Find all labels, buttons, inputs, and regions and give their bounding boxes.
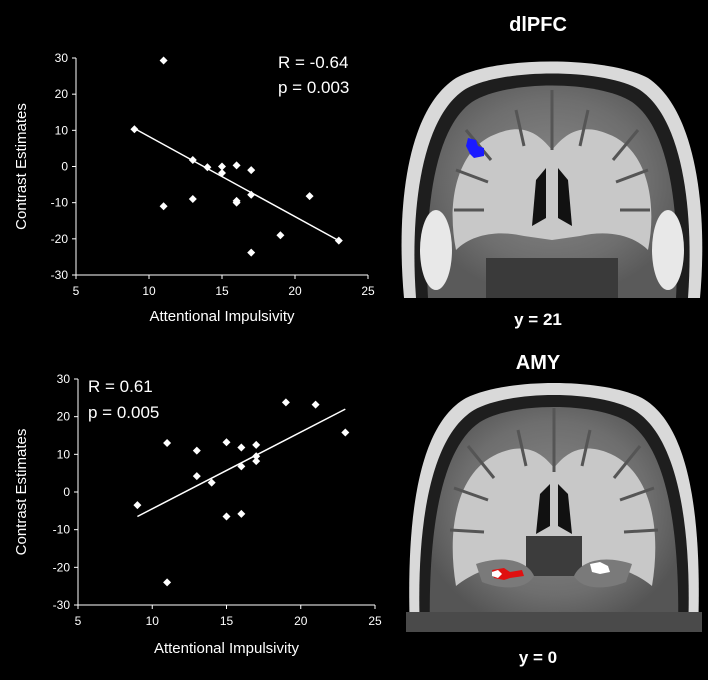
data-point — [188, 155, 197, 164]
scatter-plot-2: -30 -20 -10 0 10 20 30 5 10 15 20 25 Attentional Imp… — [13, 372, 382, 657]
x-tick-label: 20 — [294, 614, 308, 628]
x-tick-label: 25 — [368, 614, 382, 628]
stat-p: p = 0.005 — [88, 403, 159, 422]
data-point — [163, 439, 172, 448]
x-tick-label: 10 — [146, 614, 160, 628]
stat-r: R = 0.61 — [88, 377, 153, 396]
y-tick-label: 20 — [57, 410, 71, 424]
data-point — [232, 198, 241, 207]
scatter-plot-1: -30 -20 -10 0 10 20 30 5 10 15 20 25 Attentional Imp… — [13, 51, 375, 325]
data-point — [222, 512, 231, 521]
y-tick-label: 30 — [55, 51, 69, 65]
data-point — [203, 163, 212, 172]
x-tick-label: 15 — [215, 284, 229, 298]
data-point — [237, 443, 246, 452]
y-tick-label: -30 — [53, 598, 71, 612]
y-tick-label: -10 — [53, 523, 71, 537]
x-tick-label: 5 — [75, 614, 82, 628]
data-point — [305, 192, 314, 201]
regression-line — [134, 127, 340, 242]
y-tick-label: -20 — [53, 560, 71, 574]
y-tick-label: 10 — [57, 447, 71, 461]
data-point — [159, 202, 168, 211]
data-point — [218, 169, 226, 178]
data-point — [281, 398, 290, 407]
x-axis-label: Attentional Impulsivity — [149, 308, 295, 325]
data-point — [247, 166, 256, 175]
brain-coord-dlpfc: y = 21 — [514, 310, 562, 329]
data-point — [133, 501, 142, 510]
y-tick-label: 30 — [57, 372, 71, 386]
data-point — [192, 446, 201, 455]
y-tick-label: 0 — [63, 485, 70, 499]
data-point — [188, 195, 197, 204]
activation-cluster-amy-left-white — [492, 570, 502, 578]
brain-title-amy: AMY — [515, 352, 561, 374]
data-point — [237, 509, 246, 518]
brain-coord-amy: y = 0 — [518, 648, 558, 667]
x-axis-label: Attentional Impulsivity — [154, 640, 300, 657]
data-point — [311, 400, 320, 409]
activation-cluster-amy-left — [492, 568, 524, 580]
y-tick-label: -10 — [51, 196, 69, 210]
activation-cluster-dlpfc — [466, 138, 484, 158]
y-axis-label: Contrast Estimates — [13, 429, 30, 556]
x-tick-label: 10 — [142, 284, 156, 298]
y-tick-label: -20 — [51, 232, 69, 246]
data-point — [247, 248, 256, 257]
y-axis-label: Contrast Estimates — [13, 103, 30, 230]
data-point — [207, 478, 216, 487]
data-point — [159, 56, 168, 65]
data-point — [334, 236, 343, 245]
data-point — [218, 162, 226, 171]
y-tick-label: 10 — [55, 123, 69, 137]
brain-image-coronal-dlpfc — [396, 50, 708, 298]
stat-r: R = -0.64 — [278, 53, 348, 72]
brain-image-coronal-amy — [406, 376, 702, 632]
activation-cluster-amy-right — [590, 562, 610, 574]
data-point — [247, 190, 256, 199]
brain-title-dlpfc: dlPFC — [509, 14, 567, 36]
data-point — [130, 125, 139, 134]
stat-p: p = 0.003 — [278, 78, 349, 97]
data-point — [252, 457, 261, 466]
data-point — [252, 452, 261, 461]
x-tick-label: 15 — [220, 614, 234, 628]
x-tick-label: 25 — [361, 284, 375, 298]
y-tick-label: -30 — [51, 268, 69, 282]
data-point — [163, 578, 172, 587]
data-point — [192, 472, 201, 481]
x-tick-label: 20 — [288, 284, 302, 298]
y-tick-label: 0 — [61, 160, 68, 174]
y-tick-label: 20 — [55, 87, 69, 101]
data-point — [341, 428, 350, 437]
data-point — [232, 161, 241, 170]
x-tick-label: 5 — [73, 284, 80, 298]
data-point — [222, 438, 231, 447]
data-point — [237, 462, 246, 471]
data-point — [276, 231, 285, 240]
data-point — [252, 440, 261, 449]
